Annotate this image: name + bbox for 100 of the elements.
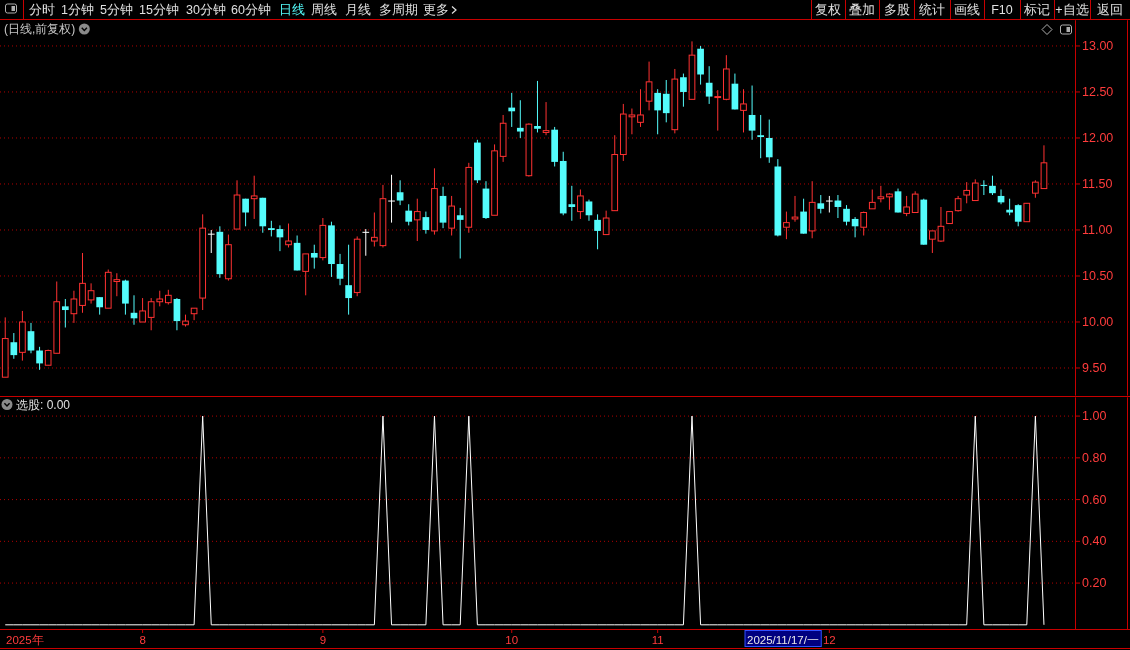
y-tick-label: 10.50 bbox=[1082, 268, 1114, 283]
y-tick-label: 9.50 bbox=[1082, 361, 1107, 375]
candlestick bbox=[27, 322, 35, 354]
candlestick bbox=[413, 198, 421, 242]
candlestick bbox=[190, 307, 198, 321]
x-tick-label: 10 bbox=[505, 633, 519, 646]
candlestick bbox=[963, 181, 971, 204]
candlestick bbox=[577, 189, 584, 220]
candlestick bbox=[388, 174, 395, 224]
text: 复权 bbox=[815, 3, 841, 17]
candlestick bbox=[868, 189, 876, 210]
candlestick bbox=[61, 298, 69, 329]
text: 标记 bbox=[1023, 3, 1050, 17]
text: F10 bbox=[991, 3, 1013, 17]
candlestick bbox=[362, 228, 370, 257]
text: 2025年 bbox=[6, 633, 44, 646]
candlestick bbox=[405, 203, 413, 226]
text: 周线 bbox=[311, 3, 337, 17]
candlestick bbox=[250, 175, 258, 220]
candlestick bbox=[1023, 202, 1031, 223]
candlestick bbox=[783, 211, 790, 240]
y-tick-label: 0.40 bbox=[1082, 534, 1107, 549]
candlestick bbox=[345, 244, 352, 316]
text: 15分钟 bbox=[139, 3, 179, 17]
candlestick bbox=[336, 253, 344, 286]
y-tick-label: 10.00 bbox=[1082, 314, 1114, 329]
candlestick bbox=[971, 178, 979, 202]
candlestick bbox=[79, 252, 86, 314]
y-tick-label: 12.50 bbox=[1082, 84, 1114, 99]
candlestick bbox=[894, 188, 902, 213]
candlestick bbox=[637, 88, 644, 128]
candlestick bbox=[602, 210, 610, 236]
text: 5分钟 bbox=[100, 3, 133, 17]
candlestick bbox=[534, 80, 541, 133]
candlestick bbox=[911, 190, 919, 213]
candlestick bbox=[285, 223, 292, 248]
candlestick bbox=[10, 332, 18, 360]
candlestick bbox=[70, 290, 78, 324]
y-tick-label: 0.80 bbox=[1082, 450, 1107, 465]
candlestick bbox=[585, 199, 593, 222]
candlestick bbox=[714, 89, 722, 132]
y-tick-label: 0.20 bbox=[1082, 576, 1107, 591]
candlestick bbox=[662, 79, 670, 123]
candlestick bbox=[826, 195, 833, 213]
y-tick-label: 1.00 bbox=[1082, 409, 1107, 424]
candlestick bbox=[422, 211, 430, 235]
text: 叠加 bbox=[849, 3, 875, 17]
candlestick bbox=[594, 213, 601, 250]
x-tick-label: 11 bbox=[651, 633, 664, 646]
candlestick bbox=[645, 61, 653, 111]
candlestick bbox=[765, 119, 773, 164]
x-tick-label: 9 bbox=[319, 633, 327, 646]
candlestick bbox=[680, 73, 687, 108]
y-tick-label: 11.50 bbox=[1082, 176, 1113, 191]
candlestick bbox=[1014, 203, 1022, 227]
y-tick-label: 11.00 bbox=[1082, 222, 1113, 237]
candlestick bbox=[36, 346, 43, 371]
candlestick bbox=[877, 185, 885, 203]
candlestick bbox=[757, 114, 765, 159]
text: 多周期 bbox=[379, 3, 418, 17]
x-tick-label: 12 bbox=[822, 633, 836, 646]
candlestick bbox=[139, 297, 146, 323]
candlestick bbox=[843, 204, 850, 226]
candlestick bbox=[748, 85, 756, 141]
candlestick bbox=[791, 195, 799, 223]
y-tick-label: 0.60 bbox=[1082, 492, 1107, 507]
text: +自选 bbox=[1055, 3, 1089, 17]
chart-title: (日线,前复权) bbox=[4, 22, 76, 36]
text: 更多 bbox=[423, 3, 449, 17]
candlestick bbox=[242, 198, 249, 227]
text: 分时 bbox=[28, 3, 55, 17]
candlestick bbox=[516, 99, 524, 139]
candlestick bbox=[740, 88, 747, 133]
text: 日线 bbox=[279, 3, 305, 17]
candlestick bbox=[456, 207, 464, 260]
candlestick bbox=[817, 194, 825, 214]
candlestick bbox=[903, 195, 910, 217]
candlestick bbox=[542, 101, 550, 136]
y-tick-label: 13.00 bbox=[1082, 38, 1114, 53]
candlestick bbox=[654, 88, 662, 135]
candlestick bbox=[396, 179, 404, 206]
candlestick bbox=[705, 65, 713, 105]
x-tick-label: 8 bbox=[139, 633, 146, 646]
candlestick bbox=[122, 279, 129, 316]
text: 30分钟 bbox=[186, 3, 226, 17]
candlestick bbox=[87, 282, 95, 305]
candlestick bbox=[448, 195, 455, 236]
text: 60分钟 bbox=[231, 3, 271, 17]
text: 统计 bbox=[919, 3, 945, 17]
candlestick bbox=[989, 175, 996, 196]
text: 1分钟 bbox=[61, 3, 94, 17]
candlestick bbox=[207, 229, 215, 254]
candlestick bbox=[800, 198, 807, 235]
text: 返回 bbox=[1097, 3, 1123, 17]
candlestick bbox=[302, 253, 310, 296]
y-tick-label: 12.00 bbox=[1082, 130, 1114, 145]
text: 月线 bbox=[345, 3, 371, 17]
chart-title: 选股: 0.00 bbox=[16, 398, 71, 412]
text: 画线 bbox=[954, 3, 980, 17]
text: 多股 bbox=[883, 3, 910, 17]
